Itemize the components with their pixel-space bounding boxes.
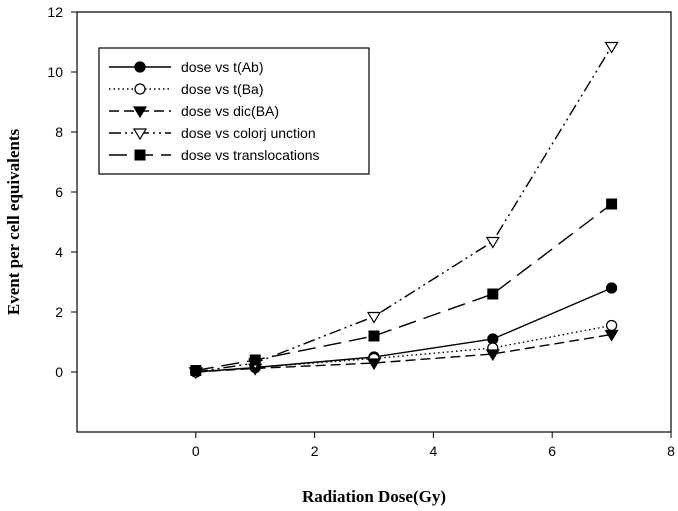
data-point: [485, 349, 500, 362]
legend-marker: [134, 61, 146, 73]
data-point: [606, 198, 618, 210]
data-point: [605, 282, 618, 294]
legend-label: dose vs dic(BA): [181, 103, 279, 119]
legend-label: dose vs translocations: [181, 147, 320, 163]
y-tick-label: 12: [47, 4, 63, 20]
data-point: [190, 365, 202, 376]
legend-label: dose vs t(Ab): [181, 59, 263, 75]
y-tick-label: 8: [55, 124, 63, 140]
legend-marker: [134, 149, 146, 161]
data-point: [605, 319, 618, 332]
series-line: [195, 333, 612, 373]
series-3: [188, 329, 619, 380]
x-tick-label: 8: [667, 443, 675, 459]
data-point: [487, 288, 499, 300]
data-point: [366, 358, 382, 371]
data-point: [604, 41, 619, 54]
legend-label: dose vs colorj unction: [181, 125, 316, 141]
series-5: [190, 198, 618, 376]
x-axis-title: Radiation Dose(Gy): [302, 487, 446, 506]
data-point: [366, 311, 382, 324]
data-point: [368, 330, 380, 342]
plot-frame: [76, 11, 672, 433]
axes: 0 2 4 6 8 0 2 4 6 8 10 12: [47, 4, 675, 459]
y-tick-label: 4: [55, 244, 63, 260]
series-line: [195, 203, 613, 372]
series-layer: [188, 41, 619, 380]
y-tick-label: 2: [55, 304, 63, 320]
x-tick-label: 0: [192, 443, 200, 459]
y-axis-title: Event per cell equivalents: [4, 129, 23, 316]
x-tick-label: 4: [430, 443, 438, 459]
legend-marker: [132, 106, 148, 119]
x-tick-label: 2: [311, 443, 319, 459]
data-point: [485, 236, 500, 249]
y-tick-label: 6: [55, 184, 63, 200]
legend-item: dose vs translocations: [109, 147, 320, 163]
data-point: [249, 354, 261, 366]
legend-item: dose vs t(Ab): [109, 59, 263, 75]
legend-marker: [132, 128, 148, 141]
legend-item: dose vs dic(BA): [109, 103, 279, 119]
data-point: [604, 329, 619, 342]
legend-marker: [134, 83, 146, 95]
legend: dose vs t(Ab) dose vs t(Ba) dose vs dic(BA…: [98, 47, 370, 175]
x-tick-label: 6: [548, 443, 556, 459]
legend-label: dose vs t(Ba): [181, 81, 263, 97]
y-tick-label: 0: [55, 364, 63, 380]
series-line: [195, 324, 612, 373]
legend-item: dose vs colorj unction: [109, 125, 316, 141]
legend-item: dose vs t(Ba): [109, 81, 263, 97]
y-tick-label: 10: [47, 64, 63, 80]
